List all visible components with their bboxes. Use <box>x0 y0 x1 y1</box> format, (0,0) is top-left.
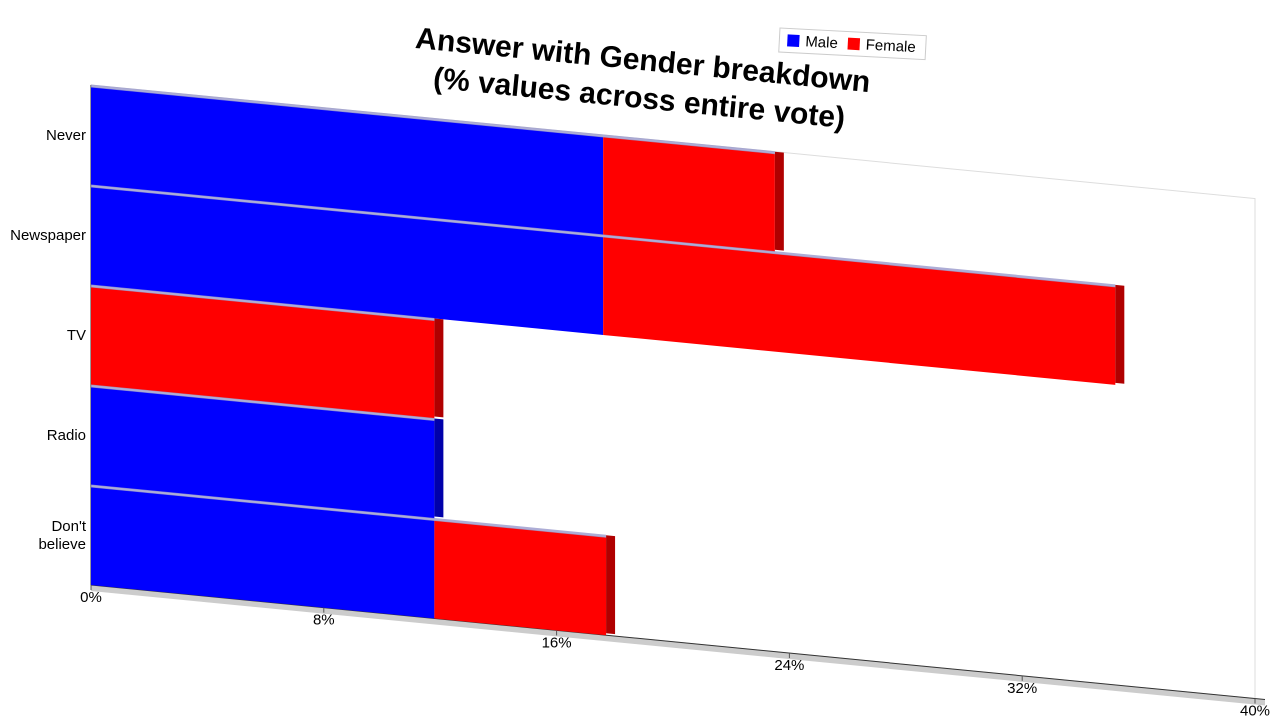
y-tick-label: Radio <box>47 427 86 444</box>
y-tick-label: Never <box>46 127 86 144</box>
bar-side <box>434 318 444 418</box>
x-tick-label: 40% <box>1240 702 1270 719</box>
bar-side <box>606 535 616 635</box>
bar-segment <box>91 486 435 619</box>
x-tick-label: 24% <box>774 657 804 674</box>
bar-side <box>1115 284 1125 384</box>
row-separator <box>91 184 1116 288</box>
y-tick-label: Don't believe <box>38 518 86 553</box>
legend-swatch <box>787 34 800 48</box>
y-tick-label: TV <box>67 327 86 344</box>
bar-segment <box>603 236 1116 385</box>
x-tick-label: 16% <box>542 634 572 651</box>
bar-segment <box>603 136 775 252</box>
x-tick-label: 8% <box>313 612 335 629</box>
x-tick-label: 32% <box>1007 680 1037 697</box>
bar-segment <box>91 387 435 519</box>
row-separator <box>91 484 607 538</box>
plot <box>90 84 1265 706</box>
bar-segment <box>434 520 607 636</box>
bar-side <box>774 151 784 251</box>
row-separator <box>91 284 435 321</box>
axis-floor <box>91 585 1265 706</box>
legend-label: Female <box>865 36 916 56</box>
legend: Male Female <box>778 27 927 61</box>
x-tick-label: 0% <box>80 589 102 606</box>
bar-side <box>434 418 444 518</box>
bar-segment <box>91 287 435 419</box>
legend-swatch <box>847 37 861 51</box>
bar-segment <box>91 187 604 335</box>
bar-segment <box>91 87 604 235</box>
y-tick-label: Newspaper <box>10 227 86 244</box>
row-separator <box>91 84 775 155</box>
legend-label: Male <box>805 33 838 52</box>
row-separator <box>91 384 435 421</box>
